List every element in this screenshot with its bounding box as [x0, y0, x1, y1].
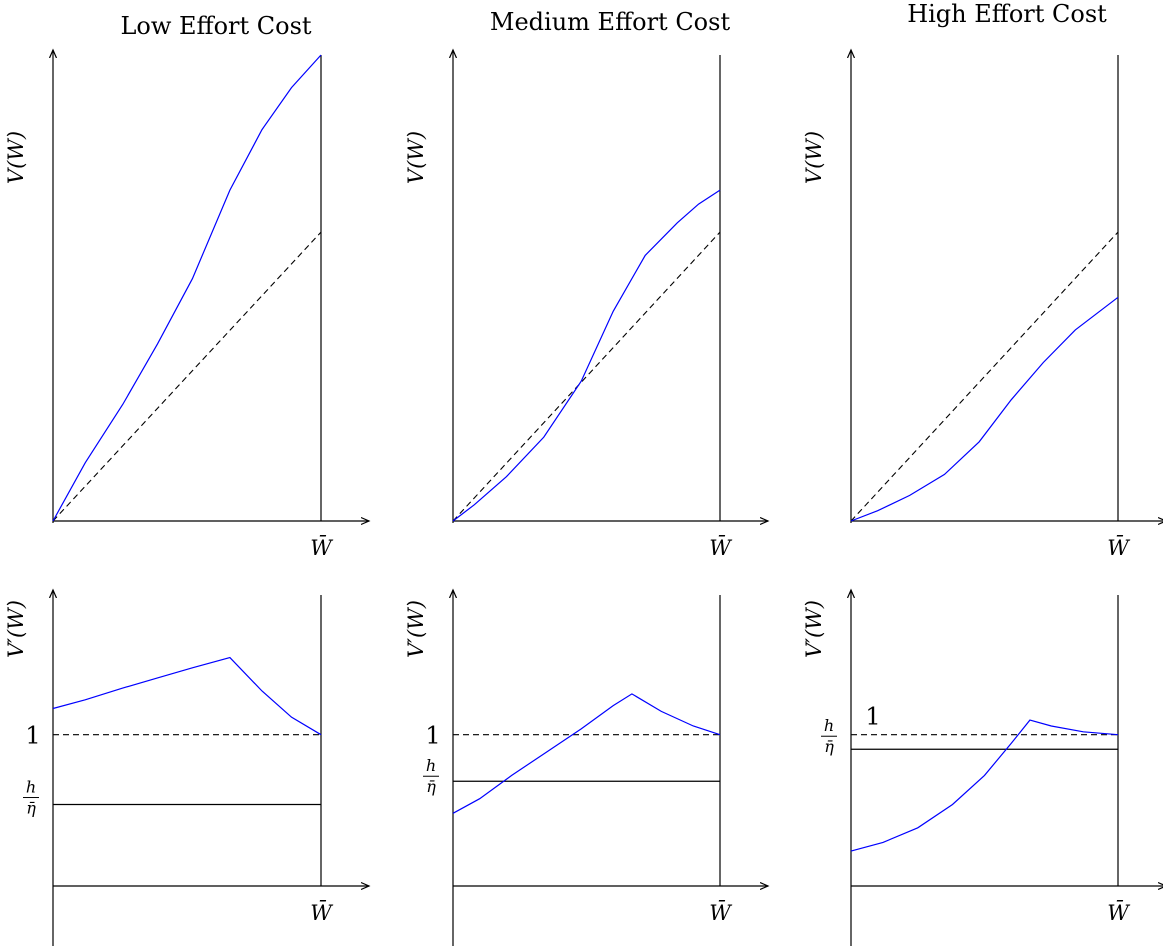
value-function-plot-low: V(W) W̄ [4, 50, 369, 560]
h-eta-denominator: η̄ [824, 737, 834, 756]
derivative-curve [850, 719, 1119, 852]
y-axis-label: V′(W) [4, 600, 28, 658]
value-function-plot-high: V(W) W̄ [802, 50, 1163, 560]
y-axis-label: V(W) [4, 131, 28, 184]
y-axis-label: V(W) [404, 131, 428, 184]
x-axis-label-wbar: W̄ [310, 535, 334, 560]
value-function-plot-medium: V(W) W̄ [404, 50, 768, 560]
h-eta-denominator: η̄ [426, 777, 436, 796]
h-eta-denominator: η̄ [26, 799, 36, 818]
h-eta-numerator: h [26, 778, 36, 797]
x-axis-label-wbar: W̄ [709, 535, 733, 560]
h-eta-numerator: h [824, 716, 834, 735]
marginal-value-plot-low: 1 h η̄ V′(W) W̄ [4, 590, 369, 946]
y-axis-label: V′(W) [802, 600, 826, 658]
value-function-curve [850, 296, 1119, 522]
h-eta-numerator: h [426, 756, 436, 775]
panel-title-low: Low Effort Cost [120, 12, 311, 40]
value-function-curve [452, 189, 721, 522]
x-axis-label-wbar: W̄ [1107, 900, 1131, 925]
panel-title-high: High Effort Cost [907, 0, 1107, 28]
marginal-value-plot-high: 1 h η̄ V′(W) W̄ [802, 590, 1163, 946]
x-axis-label-wbar: W̄ [310, 900, 334, 925]
dashed-reference-line [452, 231, 721, 522]
one-level-label: 1 [865, 703, 880, 731]
one-level-label: 1 [25, 722, 40, 750]
panel-title-medium: Medium Effort Cost [490, 8, 731, 36]
derivative-curve [452, 693, 721, 814]
derivative-curve [52, 656, 322, 736]
one-level-label: 1 [425, 722, 440, 750]
x-axis-label-wbar: W̄ [1107, 535, 1131, 560]
dashed-reference-line [850, 231, 1119, 522]
value-function-curve [52, 54, 322, 522]
x-axis-label-wbar: W̄ [709, 900, 733, 925]
y-axis-label: V(W) [802, 131, 826, 184]
dashed-reference-line [52, 231, 322, 522]
marginal-value-plot-medium: 1 h η̄ V′(W) W̄ [404, 590, 768, 946]
y-axis-label: V′(W) [404, 600, 428, 658]
